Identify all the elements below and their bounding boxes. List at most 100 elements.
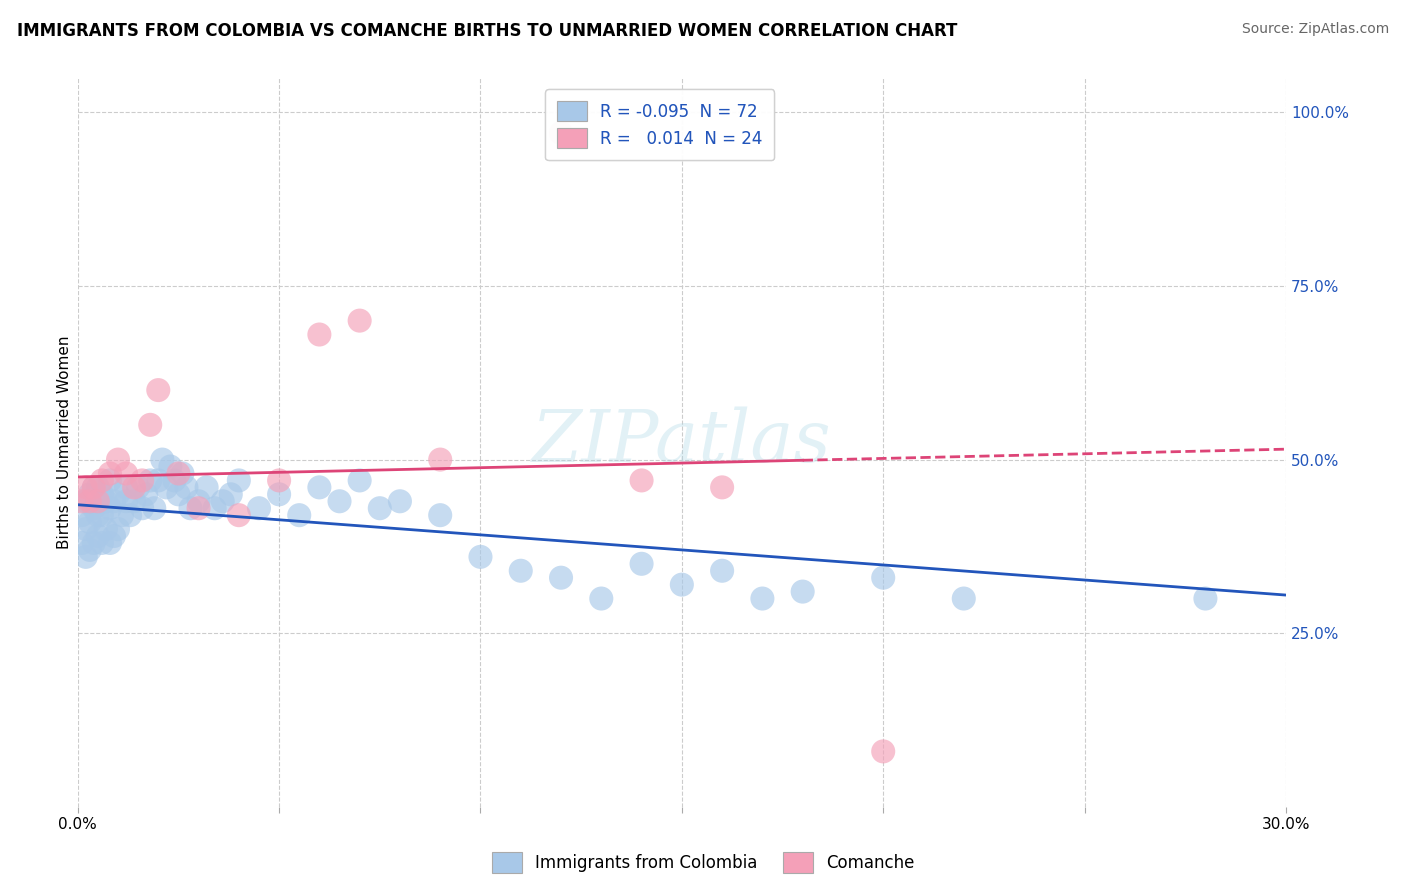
Point (872, 744, 894, 758)
Point (98, 467, 121, 481)
Point (139, 417, 162, 432)
Point (131, 474, 153, 488)
Point (79, 494, 101, 508)
Point (90, 474, 112, 488)
Point (122, 494, 145, 508)
Point (87, 494, 110, 508)
Point (792, 584, 814, 599)
Point (952, 591, 974, 606)
Point (247, 501, 270, 516)
Point (75, 494, 97, 508)
Y-axis label: Births to Unmarried Women: Births to Unmarried Women (58, 335, 72, 549)
Point (751, 591, 773, 606)
Point (470, 549, 492, 564)
Point (98, 474, 121, 488)
Point (83, 536, 105, 550)
Text: IMMIGRANTS FROM COLOMBIA VS COMANCHE BIRTHS TO UNMARRIED WOMEN CORRELATION CHART: IMMIGRANTS FROM COLOMBIA VS COMANCHE BIR… (17, 22, 957, 40)
Point (159, 459, 181, 474)
Point (75, 549, 97, 564)
Point (195, 480, 218, 494)
Point (87, 529, 110, 543)
Point (228, 508, 250, 523)
Point (79, 542, 101, 557)
Point (103, 529, 125, 543)
Point (120, 508, 142, 523)
Point (388, 494, 411, 508)
Point (75, 480, 97, 494)
Point (70, 494, 93, 508)
Point (94, 494, 117, 508)
Legend: R = -0.095  N = 72, R =   0.014  N = 24: R = -0.095 N = 72, R = 0.014 N = 24 (546, 89, 775, 160)
Point (228, 474, 250, 488)
Point (70, 508, 93, 523)
Point (107, 487, 129, 501)
Point (127, 480, 149, 494)
Point (711, 564, 734, 578)
Point (90, 536, 112, 550)
Point (288, 508, 311, 523)
Point (79, 487, 101, 501)
Point (103, 494, 125, 508)
Point (179, 501, 201, 516)
Point (79, 515, 101, 529)
Point (111, 508, 134, 523)
Point (308, 480, 330, 494)
Point (148, 383, 170, 397)
Text: Source: ZipAtlas.com: Source: ZipAtlas.com (1241, 22, 1389, 37)
Point (83, 501, 105, 516)
Point (75, 522, 97, 536)
Point (328, 494, 350, 508)
Point (269, 487, 291, 501)
Point (90, 508, 112, 523)
Point (1194, 591, 1216, 606)
Point (115, 467, 138, 481)
Point (83, 480, 105, 494)
Point (671, 577, 693, 591)
Point (87, 480, 110, 494)
Point (70, 536, 93, 550)
Point (115, 494, 138, 508)
Point (150, 452, 173, 467)
Point (143, 501, 166, 516)
Point (83, 480, 105, 494)
Point (167, 467, 190, 481)
Text: ZIPatlas: ZIPatlas (531, 407, 832, 477)
Point (107, 452, 129, 467)
Point (349, 313, 371, 327)
Point (219, 487, 242, 501)
Point (269, 474, 291, 488)
Point (139, 474, 162, 488)
Point (509, 564, 531, 578)
Point (630, 474, 652, 488)
Point (872, 571, 894, 585)
Point (131, 501, 153, 516)
Point (163, 474, 186, 488)
Point (87, 508, 110, 523)
Point (148, 474, 170, 488)
Point (98, 501, 121, 516)
Point (187, 501, 209, 516)
Point (90, 487, 112, 501)
Point (711, 480, 734, 494)
Point (115, 480, 138, 494)
Point (211, 494, 233, 508)
Point (630, 557, 652, 571)
Point (135, 487, 157, 501)
Point (368, 501, 391, 516)
Point (550, 571, 572, 585)
Point (204, 501, 226, 516)
Point (176, 480, 198, 494)
Point (349, 474, 371, 488)
Legend: Immigrants from Colombia, Comanche: Immigrants from Colombia, Comanche (485, 846, 921, 880)
Point (308, 327, 330, 342)
Point (172, 467, 194, 481)
Point (429, 452, 451, 467)
Point (187, 494, 209, 508)
Point (107, 522, 129, 536)
Point (155, 480, 177, 494)
Point (98, 536, 121, 550)
Point (94, 522, 117, 536)
Point (122, 480, 145, 494)
Point (167, 487, 190, 501)
Point (591, 591, 613, 606)
